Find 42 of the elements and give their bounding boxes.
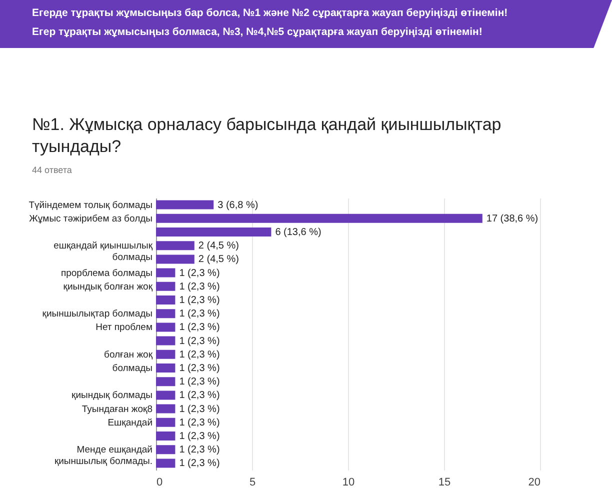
data-label: 1 (2,3 %) [179, 458, 220, 470]
data-label: 1 (2,3 %) [179, 444, 220, 456]
y-tick-label: Менде ешқандай қиыншылық болмады. [54, 444, 152, 468]
data-label: 1 (2,3 %) [179, 376, 220, 388]
y-tick-label: ешқандай қиыншылық болмады [54, 240, 154, 264]
x-tick-label: 15 [438, 476, 451, 488]
y-tick-label: Жұмыс тәжірибем аз болды [29, 213, 153, 224]
data-label: 17 (38,6 %) [486, 213, 538, 224]
y-tick-label: Түйіндемем толық болмады [28, 200, 153, 211]
y-tick-label: Нет проблем [96, 322, 152, 334]
data-label: 1 (2,3 %) [179, 281, 220, 292]
y-tick-label: қиындық болмады [72, 390, 153, 402]
y-tick-label: прорблема болмады [60, 268, 153, 279]
y-tick-label: қиыншылықтар болмады [42, 308, 153, 320]
y-tick-label: Туындаған жоқ8 [82, 404, 152, 415]
data-label: 1 (2,3 %) [179, 268, 220, 279]
y-tick-label: қиындық болған жоқ [63, 281, 154, 292]
x-tick-label: 0 [156, 476, 163, 488]
data-label: 1 (2,3 %) [179, 308, 220, 320]
x-tick-label: 20 [528, 476, 540, 488]
text: Егер тұрақты жұмысыңыз болмаса, №3, №4,№5 сұрақтарға жауап беруіңізді өтінемін! [32, 25, 484, 40]
data-label: 3 (6,8 %) [218, 200, 258, 211]
y-tick-label: болған жоқ [104, 349, 154, 360]
data-label: 1 (2,3 %) [179, 322, 220, 334]
data-label: 2 (4,5 %) [198, 240, 239, 252]
data-label: 1 (2,3 %) [179, 349, 220, 360]
data-label: 1 (2,3 %) [179, 336, 220, 347]
data-label: 1 (2,3 %) [179, 363, 220, 374]
data-label: 1 (2,3 %) [179, 431, 220, 442]
text: 44 ответа [32, 165, 72, 175]
data-label: 1 (2,3 %) [179, 390, 220, 402]
y-tick-label: болмады [112, 363, 153, 374]
text: Егерде тұрақты жұмысыңыз бар болса, №1 және №2 сұрақтарға жауап беруіңізді өтінемін! [32, 6, 509, 21]
data-label: 1 (2,3 %) [179, 417, 220, 428]
x-tick-label: 10 [342, 476, 355, 488]
data-label: 1 (2,3 %) [179, 404, 220, 415]
chart-title: №1. Жұмысқа орналасу барысында қандай қиыншылықтар туындады? [32, 115, 502, 156]
y-tick-label: Ешқандай [108, 417, 152, 428]
data-label: 1 (2,3 %) [179, 295, 220, 306]
data-label: 6 (13,6 %) [275, 227, 322, 238]
x-tick-label: 5 [249, 476, 256, 488]
data-label: 2 (4,5 %) [198, 254, 239, 266]
